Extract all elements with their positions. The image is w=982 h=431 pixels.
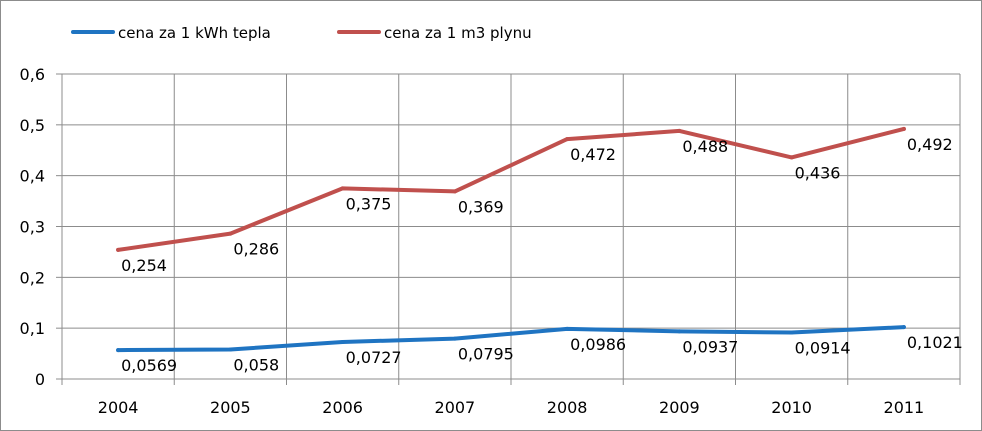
series-line-2 (116, 126, 906, 252)
data-label: 0,058 (233, 356, 279, 375)
legend-label-series-1: cena za 1 kWh tepla (118, 24, 271, 42)
x-tick-label: 2009 (659, 398, 700, 417)
data-label: 0,472 (570, 145, 616, 164)
x-tick-label: 2010 (771, 398, 812, 417)
legend-item-series-2: cena za 1 m3 plynu (337, 24, 532, 42)
x-axis-tick-labels: 2004 2005 2006 2007 2008 2009 2010 2011 (98, 398, 924, 417)
data-point (452, 336, 457, 341)
data-point (228, 231, 233, 236)
data-point (452, 189, 457, 194)
data-point (340, 186, 345, 191)
data-point (565, 137, 570, 142)
data-point (901, 126, 906, 131)
x-tick-label: 2005 (210, 398, 251, 417)
data-label: 0,436 (795, 163, 841, 182)
data-labels: 0,0569 0,058 0,0727 0,0795 0,0986 0,0937 0,091… (121, 135, 963, 375)
y-tick-label: 0,1 (20, 319, 45, 338)
data-label: 0,0727 (346, 348, 402, 367)
axes (56, 73, 961, 385)
x-tick-label: 2008 (547, 398, 588, 417)
data-label: 0,369 (458, 197, 504, 216)
data-label: 0,0569 (121, 356, 177, 375)
data-label: 0,0986 (570, 335, 626, 354)
y-tick-label: 0,3 (20, 218, 45, 237)
gridlines (62, 73, 961, 379)
y-tick-label: 0,6 (20, 65, 45, 84)
data-label: 0,0795 (458, 345, 514, 364)
legend-label-series-2: cena za 1 m3 plynu (384, 24, 532, 42)
y-axis-tick-labels: 0 0,1 0,2 0,3 0,4 0,5 0,6 (20, 65, 45, 389)
data-label: 0,0937 (682, 337, 738, 356)
data-point (789, 155, 794, 160)
data-label: 0,1021 (907, 333, 963, 352)
x-tick-label: 2007 (435, 398, 476, 417)
x-tick-label: 2004 (98, 398, 139, 417)
data-point (677, 329, 682, 334)
data-label: 0,375 (346, 194, 392, 213)
data-label: 0,492 (907, 135, 953, 154)
x-tick-label: 2006 (322, 398, 363, 417)
data-point (340, 340, 345, 345)
data-point (565, 326, 570, 331)
data-label: 0,286 (233, 240, 279, 259)
data-label: 0,0914 (795, 339, 851, 358)
data-label: 0,254 (121, 256, 167, 275)
data-point (789, 330, 794, 335)
data-label: 0,488 (682, 137, 728, 156)
data-point (116, 348, 121, 353)
legend-item-series-1: cena za 1 kWh tepla (71, 24, 271, 42)
legend: cena za 1 kWh tepla cena za 1 m3 plynu (71, 24, 532, 42)
data-point (116, 247, 121, 252)
series-lines (116, 126, 906, 353)
series-line-1 (116, 325, 906, 353)
y-tick-label: 0,2 (20, 268, 45, 287)
data-point (901, 325, 906, 330)
data-point (677, 128, 682, 133)
x-tick-label: 2011 (884, 398, 925, 417)
y-tick-label: 0,4 (20, 167, 45, 186)
y-tick-label: 0,5 (20, 116, 45, 135)
data-point (228, 347, 233, 352)
y-tick-label: 0 (35, 370, 45, 389)
